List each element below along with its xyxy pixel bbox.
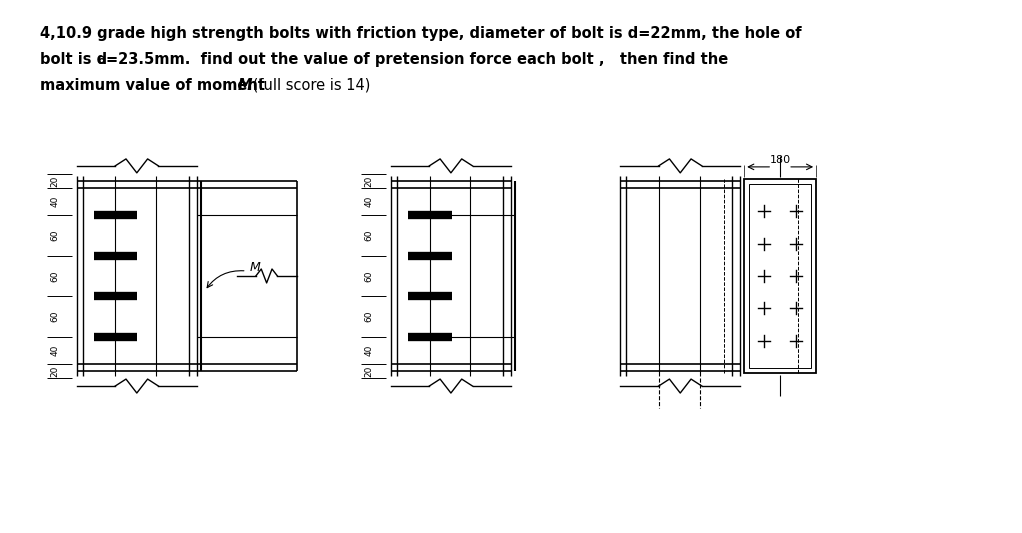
Text: 40: 40 — [365, 345, 373, 356]
Text: maximum value of moment: maximum value of moment — [40, 77, 270, 93]
Text: 20: 20 — [365, 175, 373, 187]
Text: 40: 40 — [50, 345, 59, 356]
Text: 60: 60 — [365, 311, 373, 322]
Text: M: M — [249, 262, 261, 274]
Text: 60: 60 — [365, 270, 373, 282]
Text: 60: 60 — [50, 270, 59, 282]
Text: 180: 180 — [770, 155, 791, 165]
Text: 60: 60 — [50, 230, 59, 241]
Text: 20: 20 — [365, 365, 373, 377]
Text: o: o — [98, 55, 105, 66]
Text: bolt is d: bolt is d — [40, 52, 107, 67]
Text: 40: 40 — [365, 196, 373, 207]
Bar — [744, 179, 816, 373]
Text: =23.5mm.  find out the value of pretension force each bolt ,   then find the: =23.5mm. find out the value of pretensio… — [105, 52, 728, 67]
Text: 20: 20 — [50, 365, 59, 377]
Text: 20: 20 — [50, 175, 59, 187]
Text: 60: 60 — [50, 311, 59, 322]
Text: 40: 40 — [50, 196, 59, 207]
Text: M: M — [237, 77, 251, 93]
Bar — [749, 184, 811, 368]
Text: 60: 60 — [365, 230, 373, 241]
Text: 4,10.9 grade high strength bolts with friction type, diameter of bolt is d=22mm,: 4,10.9 grade high strength bolts with fr… — [40, 26, 801, 41]
Text: (full score is 14): (full score is 14) — [248, 77, 371, 93]
